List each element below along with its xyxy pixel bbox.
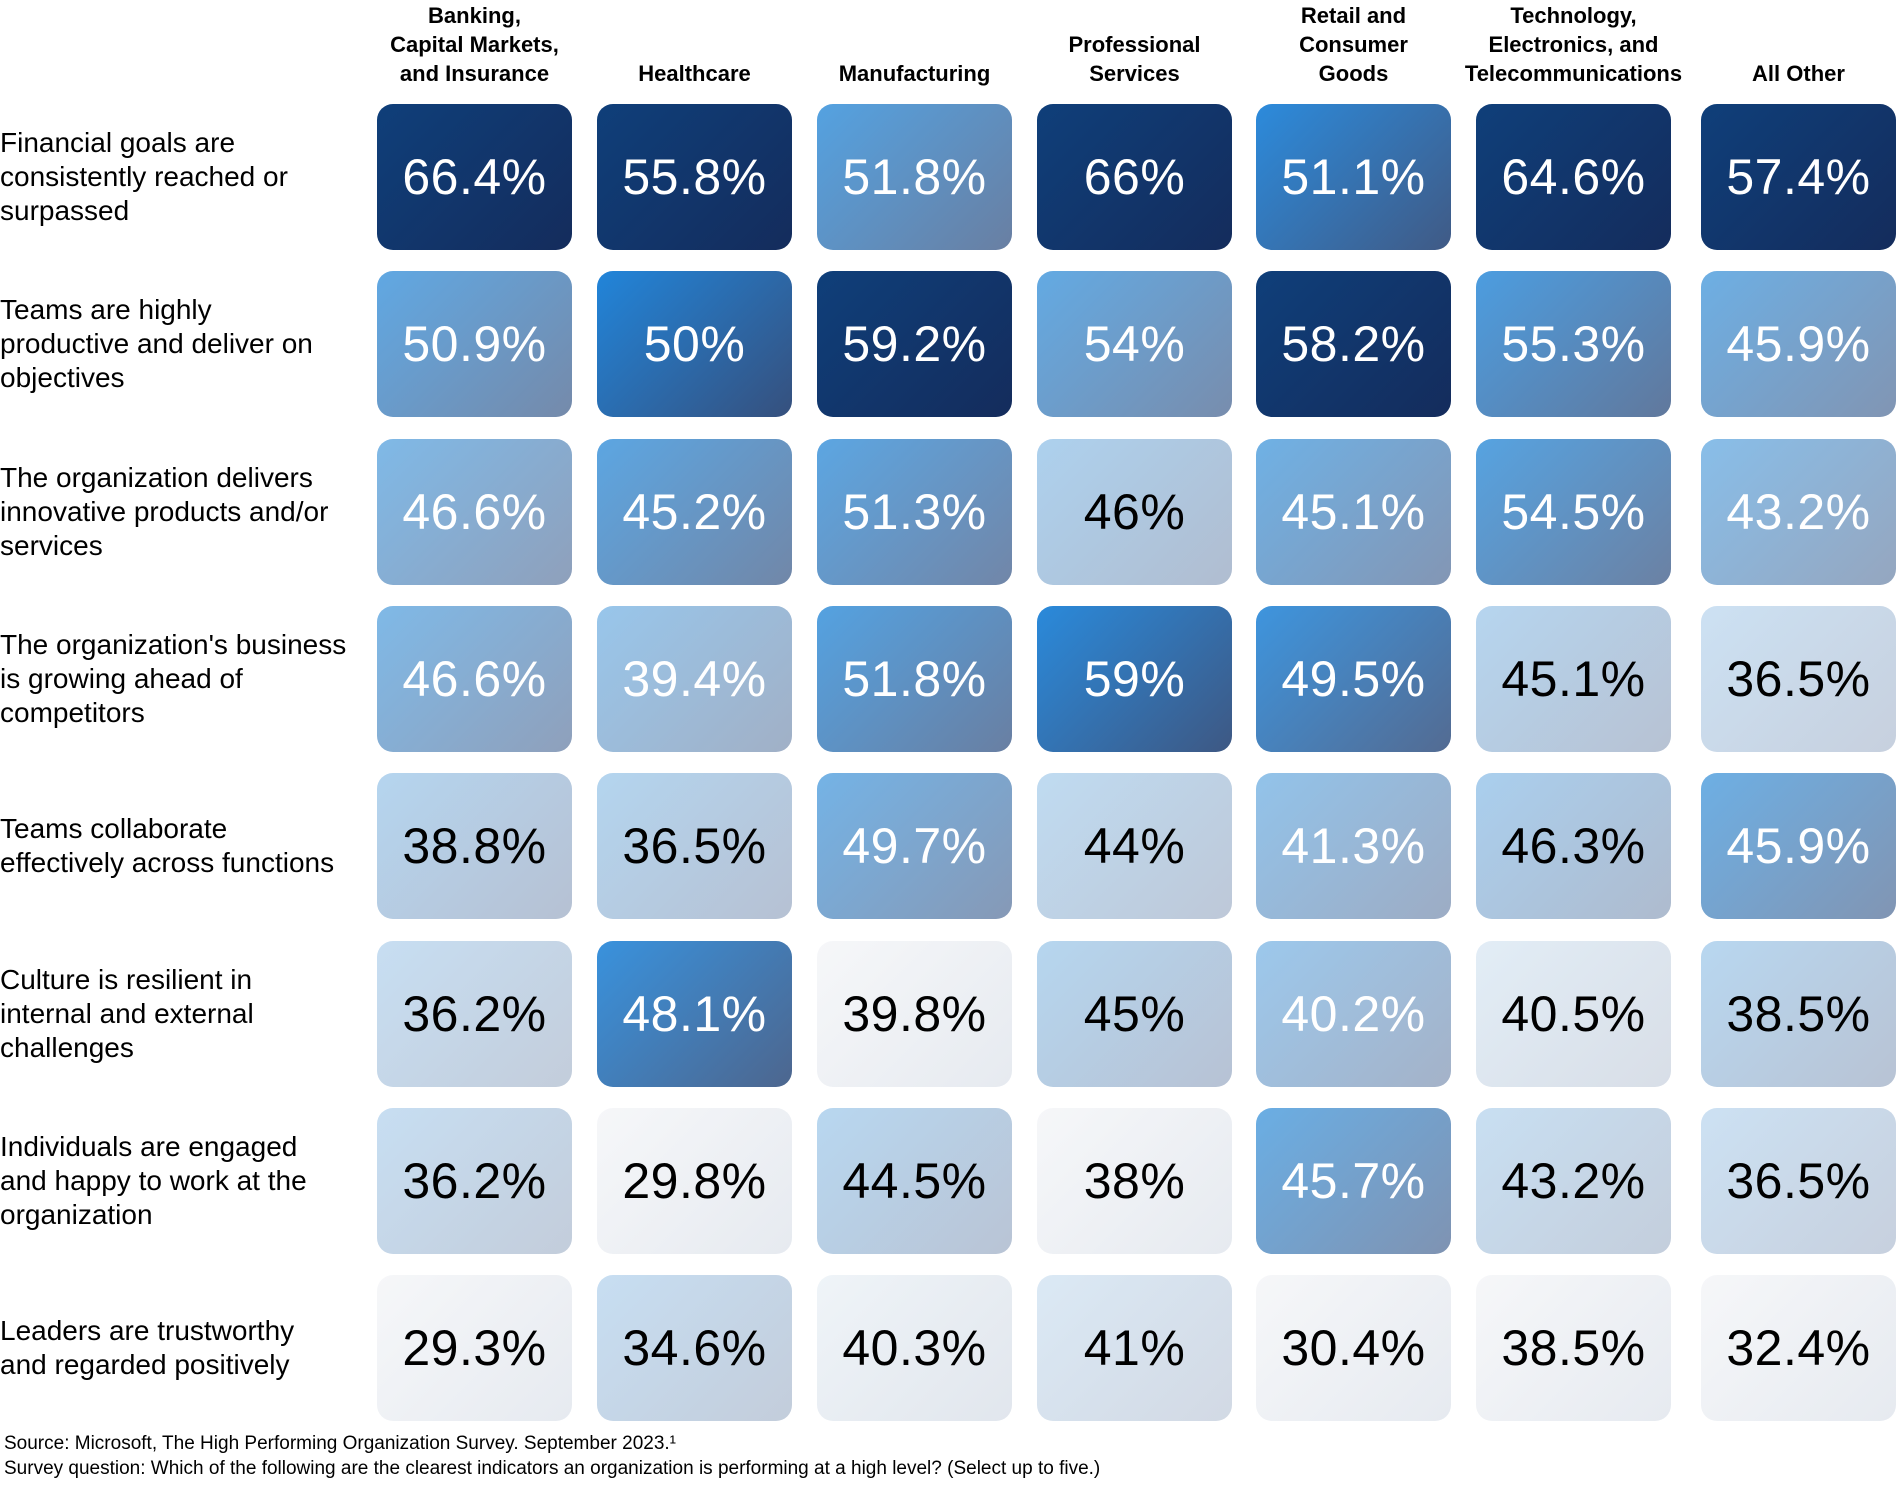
column-header: Healthcare <box>638 61 751 86</box>
heatmap-cell: 54% <box>1037 271 1232 418</box>
heatmap-cell: 49.5% <box>1256 605 1451 752</box>
heatmap-cell: 46.3% <box>1476 773 1671 920</box>
row-label: Teams collaborate effectively across fun… <box>0 813 335 879</box>
heatmap-cell: 55.3% <box>1476 271 1671 418</box>
heatmap-cell: 41% <box>1037 1275 1232 1422</box>
heatmap-cell: 45.9% <box>1701 271 1896 418</box>
heatmap-cell: 51.8% <box>817 605 1012 752</box>
heatmap-cell: 29.8% <box>597 1107 792 1254</box>
heatmap-cell: 41.3% <box>1256 773 1451 920</box>
heatmap-cell: 66.4% <box>377 104 572 250</box>
heatmap-cell: 34.6% <box>597 1275 792 1422</box>
heatmap-cell: 58.2% <box>1256 271 1451 418</box>
heatmap-cell: 36.2% <box>377 940 572 1087</box>
column-header: Retail and Consumer Goods <box>1299 3 1408 86</box>
heatmap-cell: 39.4% <box>597 605 792 752</box>
heatmap-cell: 49.7% <box>817 773 1012 920</box>
heatmap-cell: 45.1% <box>1476 605 1671 752</box>
heatmap-cell: 66% <box>1037 104 1232 250</box>
heatmap-cell: 57.4% <box>1701 104 1896 250</box>
heatmap-cell: 45% <box>1037 940 1232 1087</box>
row-label: Leaders are trustworthy and regarded pos… <box>0 1315 295 1381</box>
heatmap-cell: 54.5% <box>1476 438 1671 585</box>
heatmap-cell: 64.6% <box>1476 104 1671 250</box>
heatmap-cell: 36.2% <box>377 1107 572 1254</box>
column-header: All Other <box>1752 61 1845 86</box>
row-label: Individuals are engaged and happy to wor… <box>0 1130 307 1230</box>
row-label: Financial goals are consistently reached… <box>0 127 288 226</box>
source-footnote: Source: Microsoft, The High Performing O… <box>4 1433 676 1454</box>
row-label: Teams are highly productive and deliver … <box>0 294 313 394</box>
heatmap-cell: 46.6% <box>377 605 572 752</box>
heatmap-cell: 44% <box>1037 773 1232 920</box>
heatmap-cell: 45.1% <box>1256 438 1451 585</box>
heatmap-cell: 43.2% <box>1701 438 1896 585</box>
column-header: Technology, Electronics, and Telecommuni… <box>1464 3 1683 86</box>
row-label: The organization's business is growing a… <box>0 628 347 728</box>
heatmap-cell: 51.8% <box>817 104 1012 250</box>
heatmap-cell: 44.5% <box>817 1107 1012 1254</box>
heatmap-cell: 45.9% <box>1701 773 1896 920</box>
heatmap-cell: 40.2% <box>1256 940 1451 1087</box>
heatmap-cell: 38.8% <box>377 773 572 920</box>
heatmap-cell: 55.8% <box>597 104 792 250</box>
row-label: Culture is resilient in internal and ext… <box>0 963 254 1063</box>
heatmap-cell: 46.6% <box>377 438 572 585</box>
heatmap-cell: 51.1% <box>1256 104 1451 250</box>
heatmap-cell: 45.2% <box>597 438 792 585</box>
heatmap-cell: 38.5% <box>1701 940 1896 1087</box>
heatmap-cell: 51.3% <box>817 438 1012 585</box>
heatmap-cell: 46% <box>1037 438 1232 585</box>
heatmap-cell: 43.2% <box>1476 1107 1671 1254</box>
column-header: Banking, Capital Markets, and Insurance <box>390 3 559 86</box>
heatmap-cell: 59% <box>1037 605 1232 752</box>
heatmap-cell: 36.5% <box>1701 1107 1896 1254</box>
heatmap-cell: 40.3% <box>817 1275 1012 1422</box>
heatmap-cell: 40.5% <box>1476 940 1671 1087</box>
heatmap-cell: 38% <box>1037 1107 1232 1254</box>
heatmap-cell: 39.8% <box>817 940 1012 1087</box>
heatmap-cell: 59.2% <box>817 271 1012 418</box>
row-label: The organization delivers innovative pro… <box>0 461 329 561</box>
heatmap-cell: 38.5% <box>1476 1275 1671 1422</box>
heatmap-cell: 36.5% <box>1701 605 1896 752</box>
column-header: Manufacturing <box>838 61 991 86</box>
heatmap-cell: 29.3% <box>377 1275 572 1422</box>
heatmap-cell: 36.5% <box>597 773 792 920</box>
heatmap-cell: 45.7% <box>1256 1107 1451 1254</box>
column-header: Professional Services <box>1068 32 1201 86</box>
heatmap-cell: 50% <box>597 271 792 418</box>
heatmap-cell: 50.9% <box>377 271 572 418</box>
heatmap-cell: 48.1% <box>597 940 792 1087</box>
heatmap-cell: 30.4% <box>1256 1275 1451 1422</box>
survey-question-footnote: Survey question: Which of the following … <box>4 1458 1101 1479</box>
heatmap-cell: 32.4% <box>1701 1275 1896 1422</box>
